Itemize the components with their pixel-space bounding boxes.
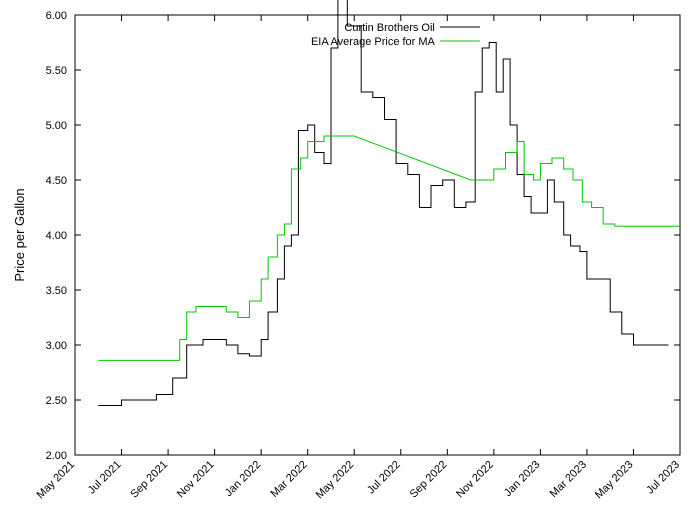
- x-tick-label: May 2023: [593, 459, 636, 502]
- y-tick-label: 5.50: [46, 65, 67, 77]
- x-tick-label: Sep 2021: [128, 459, 170, 501]
- x-tick-label: Jul 2022: [365, 459, 403, 497]
- plot-area: [75, 15, 680, 455]
- y-tick-label: 4.00: [46, 230, 67, 242]
- x-tick-label: Mar 2022: [268, 459, 309, 500]
- x-tick-label: Sep 2022: [408, 459, 450, 501]
- y-tick-label: 4.50: [46, 175, 67, 187]
- y-tick-label: 2.00: [46, 450, 67, 462]
- y-tick-label: 2.50: [46, 395, 67, 407]
- legend-label: EIA Average Price for MA: [311, 36, 436, 48]
- x-tick-label: Jan 2022: [223, 459, 263, 499]
- x-tick-label: Jul 2023: [644, 459, 682, 497]
- legend-label: Curtin Brothers Oil: [344, 22, 434, 34]
- oil-price-chart: 2.00 2.50 3.00 3.50 4.00 4.50 5.00 5.50 6.00 May …: [0, 0, 700, 525]
- series-0: [98, 0, 668, 406]
- x-tick-label: Mar 2023: [548, 459, 589, 500]
- y-tick-label: 6.00: [46, 10, 67, 22]
- chart-svg: 2.00 2.50 3.00 3.50 4.00 4.50 5.00 5.50 6.00 May …: [0, 0, 700, 525]
- x-tick-label: Nov 2021: [175, 459, 217, 501]
- series-1: [98, 136, 680, 360]
- x-tick-label: Jul 2021: [86, 459, 124, 497]
- y-tick-label: 5.00: [46, 120, 67, 132]
- x-tick-label: May 2021: [34, 459, 77, 502]
- x-tick-label: May 2022: [314, 459, 357, 502]
- y-axis-label: Price per Gallon: [12, 188, 27, 281]
- x-tick-label: Jan 2023: [502, 459, 542, 499]
- y-tick-label: 3.00: [46, 340, 67, 352]
- y-tick-label: 3.50: [46, 285, 67, 297]
- x-tick-label: Nov 2022: [454, 459, 496, 501]
